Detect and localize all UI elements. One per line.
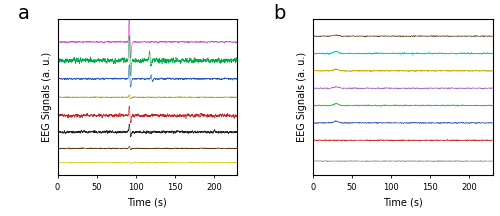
Text: b: b: [273, 4, 285, 23]
Text: a: a: [18, 4, 30, 23]
X-axis label: Time (s): Time (s): [382, 197, 422, 207]
Y-axis label: EEG Signals (a. u.): EEG Signals (a. u.): [42, 52, 52, 142]
X-axis label: Time (s): Time (s): [128, 197, 168, 207]
Y-axis label: EEG Signals (a. u.): EEG Signals (a. u.): [297, 52, 307, 142]
